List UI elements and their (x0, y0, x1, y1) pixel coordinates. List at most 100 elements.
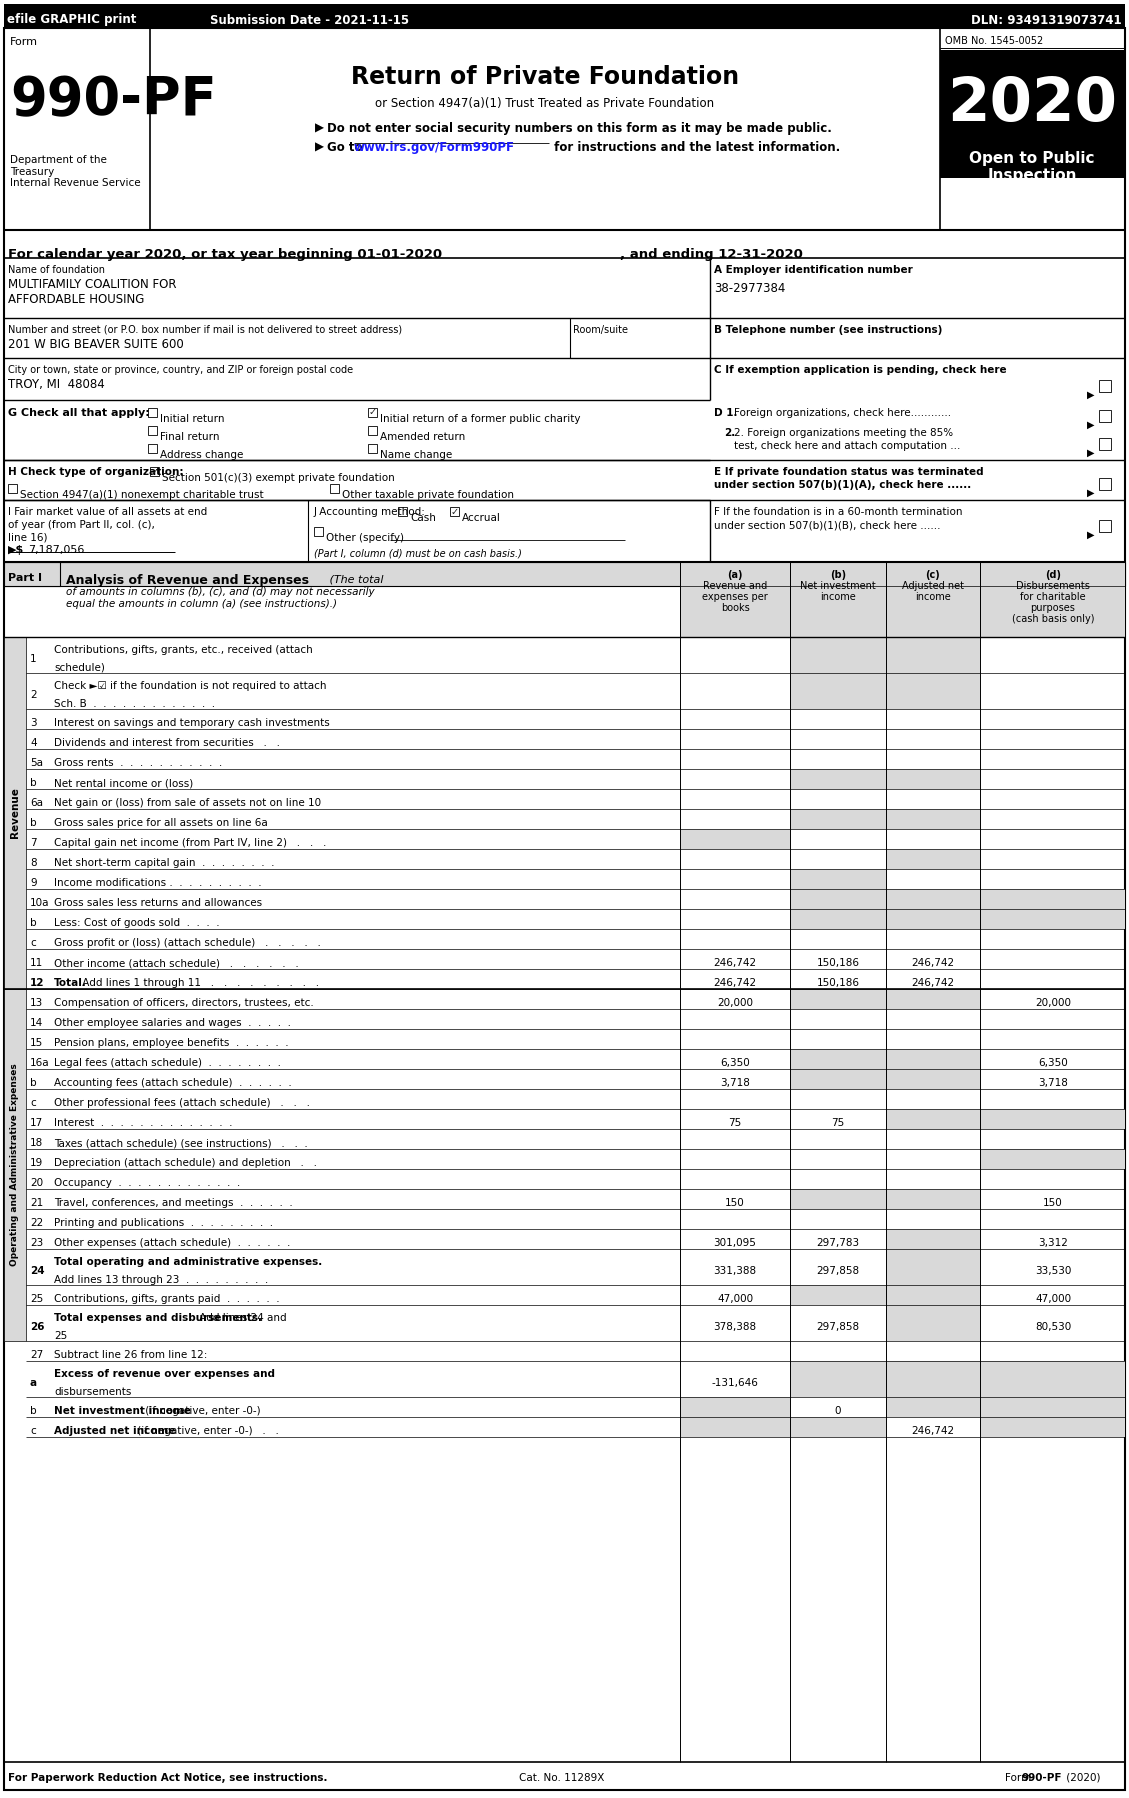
Text: disbursements: disbursements (54, 1386, 131, 1397)
Bar (790, 1417, 886, 1437)
Bar (1099, 439, 1111, 450)
Bar (886, 563, 980, 636)
Text: For Paperwork Reduction Act Notice, see instructions.: For Paperwork Reduction Act Notice, see … (8, 1773, 327, 1784)
Text: TROY, MI  48084: TROY, MI 48084 (8, 378, 105, 390)
Text: ▶: ▶ (315, 122, 324, 135)
Text: 246,742: 246,742 (714, 958, 756, 967)
Text: Do not enter social security numbers on this form as it may be made public.: Do not enter social security numbers on … (327, 122, 832, 135)
Text: Revenue: Revenue (10, 788, 20, 838)
Text: Other expenses (attach schedule)  .  .  .  .  .  .: Other expenses (attach schedule) . . . .… (54, 1239, 290, 1248)
Text: c: c (30, 1099, 36, 1108)
Text: (The total: (The total (326, 574, 384, 584)
Text: 21: 21 (30, 1197, 43, 1208)
Bar (1099, 478, 1111, 491)
Text: 26: 26 (30, 1322, 44, 1332)
Text: c: c (30, 939, 36, 948)
Text: 3,312: 3,312 (1038, 1239, 1068, 1248)
Text: 246,742: 246,742 (911, 1426, 954, 1437)
Text: 20,000: 20,000 (1035, 998, 1071, 1009)
Text: 9: 9 (30, 877, 36, 888)
Text: H Check type of organization:: H Check type of organization: (8, 467, 184, 476)
Bar (886, 809, 980, 829)
Text: Travel, conferences, and meetings  .  .  .  .  .  .: Travel, conferences, and meetings . . . … (54, 1197, 292, 1208)
Bar (790, 989, 886, 1009)
Bar (150, 467, 159, 476)
Bar (5, 636, 26, 989)
Bar (790, 888, 886, 910)
Text: 80,530: 80,530 (1035, 1322, 1071, 1332)
Text: income: income (916, 592, 951, 602)
Bar (680, 829, 790, 849)
Text: Analysis of Revenue and Expenses: Analysis of Revenue and Expenses (65, 574, 309, 586)
Text: Initial return: Initial return (160, 414, 225, 424)
Text: or Section 4947(a)(1) Trust Treated as Private Foundation: or Section 4947(a)(1) Trust Treated as P… (376, 97, 715, 110)
Text: Income modifications .  .  .  .  .  .  .  .  .  .: Income modifications . . . . . . . . . . (54, 877, 262, 888)
Bar (886, 1048, 980, 1070)
Bar (148, 444, 157, 453)
Text: 0: 0 (834, 1406, 841, 1417)
Text: Printing and publications  .  .  .  .  .  .  .  .  .: Printing and publications . . . . . . . … (54, 1217, 273, 1228)
Bar (886, 1250, 980, 1286)
Text: 301,095: 301,095 (714, 1239, 756, 1248)
Bar (886, 1230, 980, 1250)
Bar (886, 910, 980, 930)
Text: Department of the
Treasury
Internal Revenue Service: Department of the Treasury Internal Reve… (10, 155, 141, 189)
Text: Contributions, gifts, grants paid  .  .  .  .  .  .: Contributions, gifts, grants paid . . . … (54, 1295, 280, 1304)
Text: Interest  .  .  .  .  .  .  .  .  .  .  .  .  .  .: Interest . . . . . . . . . . . . . . (54, 1118, 233, 1127)
Text: test, check here and attach computation ...: test, check here and attach computation … (734, 441, 961, 451)
Text: Dividends and interest from securities   .   .: Dividends and interest from securities .… (54, 737, 280, 748)
Text: 3: 3 (30, 717, 36, 728)
Text: Final return: Final return (160, 432, 219, 442)
Text: 7,187,056: 7,187,056 (28, 545, 85, 556)
Text: Go to: Go to (327, 140, 367, 155)
Text: MULTIFAMILY COALITION FOR: MULTIFAMILY COALITION FOR (8, 279, 176, 291)
Bar (680, 1417, 790, 1437)
Text: B Telephone number (see instructions): B Telephone number (see instructions) (714, 325, 943, 334)
Text: (if negative, enter -0-): (if negative, enter -0-) (142, 1406, 261, 1417)
Text: (Part I, column (d) must be on cash basis.): (Part I, column (d) must be on cash basi… (314, 548, 522, 557)
Text: b: b (30, 1406, 36, 1417)
Text: (b): (b) (830, 570, 846, 581)
Text: c: c (30, 1426, 36, 1437)
Text: 297,783: 297,783 (816, 1239, 859, 1248)
Text: Other taxable private foundation: Other taxable private foundation (342, 491, 514, 500)
Text: Submission Date - 2021-11-15: Submission Date - 2021-11-15 (210, 14, 409, 27)
Bar (148, 426, 157, 435)
Text: Address change: Address change (160, 450, 244, 460)
Text: 2. Foreign organizations meeting the 85%: 2. Foreign organizations meeting the 85% (734, 428, 953, 439)
Bar (1099, 379, 1111, 392)
Bar (940, 131, 1124, 178)
Text: Adjusted net income: Adjusted net income (54, 1426, 175, 1437)
Text: (a): (a) (727, 570, 743, 581)
Text: 27: 27 (30, 1350, 43, 1359)
Bar (980, 1361, 1124, 1397)
Text: ▶: ▶ (1087, 390, 1094, 399)
Text: 3,718: 3,718 (1038, 1079, 1068, 1088)
Text: Pension plans, employee benefits  .  .  .  .  .  .: Pension plans, employee benefits . . . .… (54, 1037, 289, 1048)
Text: 17: 17 (30, 1118, 43, 1127)
Text: 38-2977384: 38-2977384 (714, 282, 786, 295)
Text: 297,858: 297,858 (816, 1266, 859, 1277)
Text: 150,186: 150,186 (816, 958, 859, 967)
Text: D 1.: D 1. (714, 408, 737, 417)
Text: ▶: ▶ (1087, 487, 1094, 498)
Text: Form: Form (1005, 1773, 1034, 1784)
Text: Open to Public
Inspection: Open to Public Inspection (970, 151, 1095, 183)
Text: (cash basis only): (cash basis only) (1012, 613, 1094, 624)
Text: Other income (attach schedule)   .   .   .   .   .   .: Other income (attach schedule) . . . . .… (54, 958, 299, 967)
Text: 246,742: 246,742 (911, 958, 954, 967)
Text: b: b (30, 818, 36, 829)
Text: ▶: ▶ (1087, 421, 1094, 430)
Text: 4: 4 (30, 737, 36, 748)
Bar (5, 563, 1124, 586)
Text: for instructions and the latest information.: for instructions and the latest informat… (550, 140, 840, 155)
Text: income: income (820, 592, 856, 602)
Bar (886, 1305, 980, 1341)
Text: Gross sales price for all assets on line 6a: Gross sales price for all assets on line… (54, 818, 268, 829)
Text: 33,530: 33,530 (1035, 1266, 1071, 1277)
Bar (5, 4, 1124, 29)
Text: a: a (30, 1377, 37, 1388)
Text: AFFORDABLE HOUSING: AFFORDABLE HOUSING (8, 293, 145, 306)
Text: 47,000: 47,000 (717, 1295, 753, 1304)
Text: 20,000: 20,000 (717, 998, 753, 1009)
